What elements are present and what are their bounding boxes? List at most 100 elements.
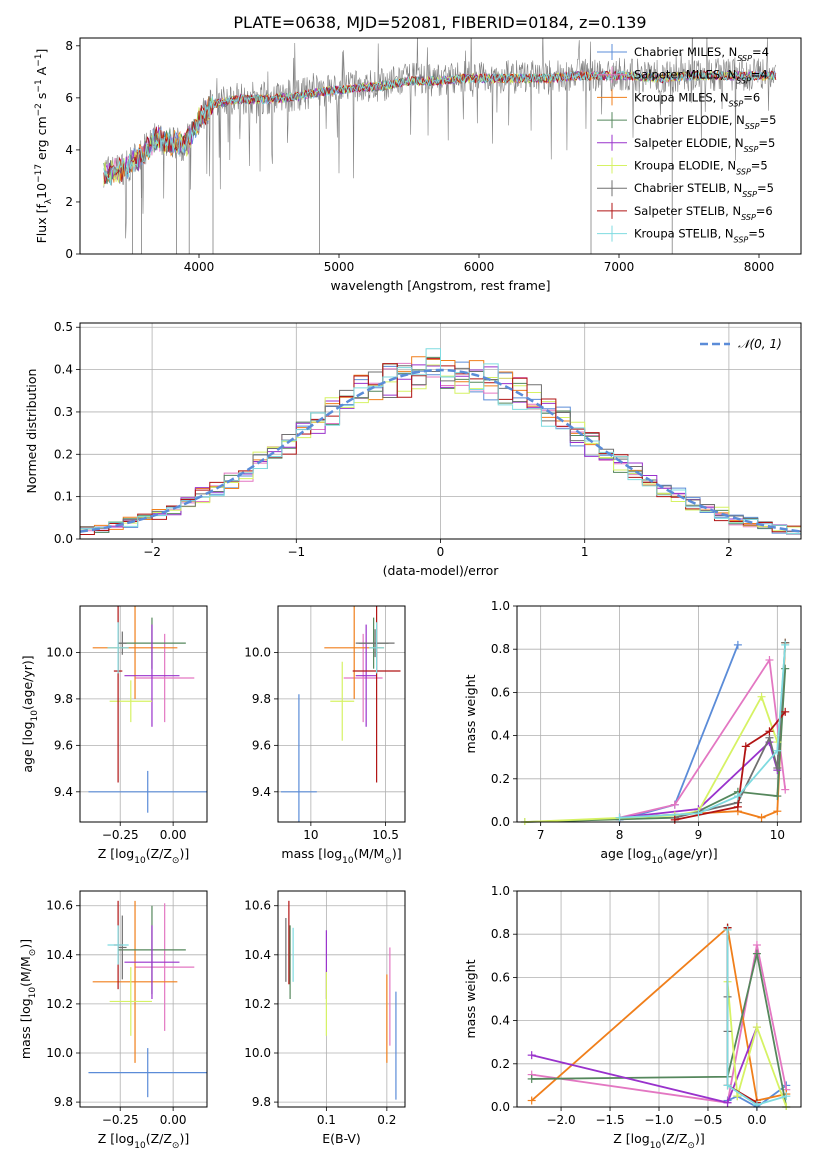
y-tick-label: 0.4	[491, 1014, 510, 1028]
x-axis-label: Z [log10(Z/Z⊙)]	[613, 1131, 704, 1151]
y-tick-label: 1.0	[491, 884, 510, 898]
x-axis-label: (data-model)/error	[383, 563, 500, 578]
axes-frame	[79, 37, 802, 255]
model-spectrum-line	[103, 69, 777, 184]
x-tick-label: 7	[537, 828, 545, 842]
y-tick-label: 0.2	[54, 447, 73, 461]
y-tick-label: 9.8	[252, 692, 271, 706]
y-axis-label: mass weight	[463, 674, 478, 753]
model-spectrum-line	[103, 70, 776, 186]
plot-area-age_vs_Z	[88, 606, 207, 813]
y-tick-label: 9.8	[54, 692, 73, 706]
weight-series-line	[619, 657, 787, 819]
y-tick-label: 4	[65, 143, 73, 157]
y-axis-label: mass weight	[463, 959, 478, 1038]
lines-weight_vs_Z	[527, 923, 791, 1110]
plots-layer: 4000 5000 6000 7000 8000 0 2 4 6 8 wavelength [Ang…	[18, 37, 802, 1151]
x-axis-label: mass [log10(M/M⊙)]	[281, 846, 401, 866]
y-tick-label: 0.1	[54, 490, 73, 504]
weight-series-line	[619, 644, 739, 821]
plot-area-weight_vs_Z	[527, 923, 791, 1110]
x-tick-label: −0.25	[102, 828, 139, 842]
x-tick-label: 1	[581, 545, 589, 559]
y-tick-label: 0.0	[491, 815, 510, 829]
y-tick-label: 10.0	[46, 645, 73, 659]
axes-weight_vs_Z: −2.0 −1.5 −1.0 −0.5 0.0 0.0 0.2 0.4 0.6 0.8 1.0 Z […	[463, 884, 802, 1151]
legend-label: Chabrier MILES, NSSP=4	[634, 45, 769, 63]
y-tick-label: 9.8	[252, 1095, 271, 1109]
x-axis-label: wavelength [Angstrom, rest frame]	[330, 278, 550, 293]
weight-series-line	[524, 668, 787, 823]
normal-curve	[80, 368, 801, 533]
y-tick-label: 10.6	[46, 899, 73, 913]
y-tick-label: 0.8	[491, 927, 510, 941]
y-tick-label: 6	[65, 91, 73, 105]
y-tick-label: 0	[65, 247, 73, 261]
axes-frame	[277, 605, 406, 823]
y-tick-label: 0.4	[491, 729, 510, 743]
y-tick-label: 9.8	[54, 1095, 73, 1109]
x-tick-label: 0	[437, 545, 445, 559]
x-tick-label: −1.0	[644, 1113, 673, 1127]
x-tick-label: 10	[770, 828, 785, 842]
plot-area-mass_vs_Z	[88, 900, 207, 1098]
x-tick-label: 0.00	[160, 828, 187, 842]
y-tick-label: 10.2	[46, 997, 73, 1011]
y-tick-label: 0.6	[491, 970, 510, 984]
weight-series-line	[531, 944, 788, 1104]
legend-label: Kroupa MILES, NSSP=6	[634, 90, 760, 108]
legend-label: Kroupa STELIB, NSSP=5	[634, 227, 765, 245]
errorbars-mass_vs_EBV	[285, 900, 397, 1100]
axes-frame	[277, 890, 406, 1108]
x-tick-label: −2	[143, 545, 161, 559]
axes-spectrum: 4000 5000 6000 7000 8000 0 2 4 6 8 wavelength [Ang…	[34, 37, 802, 293]
x-axis-label: age [log10(age/yr)]	[600, 846, 717, 866]
legend-label: Salpeter ELODIE, NSSP=5	[634, 136, 775, 154]
x-tick-label: 0.1	[317, 1113, 336, 1127]
weight-series-line	[674, 642, 787, 819]
x-tick-label: −0.25	[102, 1113, 139, 1127]
axes-mass_vs_Z: −0.25 0.00 9.8 10.0 10.2 10.4 10.6 Z [log10(Z/Z…	[18, 890, 208, 1151]
y-tick-label: 0.0	[491, 1100, 510, 1114]
y-tick-label: 9.4	[54, 785, 73, 799]
axes-frame	[516, 890, 802, 1108]
y-tick-label: 1.0	[491, 599, 510, 613]
x-tick-label: 4000	[184, 260, 215, 274]
y-tick-label: 0.4	[54, 363, 73, 377]
plot-area-spectrum	[103, 38, 777, 254]
weight-series-line	[619, 644, 787, 819]
x-tick-label: −0.5	[693, 1113, 722, 1127]
x-tick-label: 0.00	[160, 1113, 187, 1127]
y-tick-label: 10.4	[244, 948, 271, 962]
axes-mass_vs_EBV: 0.1 0.2 9.8 10.0 10.2 10.4 10.6 E(B-V)	[244, 890, 406, 1146]
y-tick-label: 9.6	[252, 738, 271, 752]
figure-title: PLATE=0638, MJD=52081, FIBERID=0184, z=0…	[233, 13, 646, 32]
x-tick-label: 8	[616, 828, 624, 842]
x-tick-label: −1	[287, 545, 305, 559]
x-tick-label: 7000	[604, 260, 635, 274]
plot-area-residuals	[80, 348, 801, 539]
axes-frame	[79, 605, 208, 823]
x-tick-label: 6000	[464, 260, 495, 274]
y-axis-label: mass [log10(M/M⊙)]	[18, 939, 38, 1059]
y-tick-label: 10.0	[244, 1046, 271, 1060]
legend-label: Chabrier ELODIE, NSSP=5	[634, 113, 776, 131]
plot-area-age_vs_mass	[280, 606, 401, 822]
y-tick-label: 10.6	[244, 899, 271, 913]
legend-label: Chabrier STELIB, NSSP=5	[634, 181, 774, 199]
axes-frame	[79, 890, 208, 1108]
lines-weight_vs_age	[520, 638, 790, 825]
x-tick-label: 9	[695, 828, 703, 842]
plot-area-mass_vs_EBV	[285, 900, 397, 1100]
x-tick-label: 2	[725, 545, 733, 559]
axes-frame	[79, 322, 802, 540]
errorbars-mass_vs_Z	[88, 900, 207, 1098]
y-tick-label: 0.2	[491, 772, 510, 786]
x-tick-label: 0.2	[377, 1113, 396, 1127]
weight-series-line	[727, 1084, 787, 1109]
y-tick-label: 0.0	[54, 532, 73, 546]
weight-series-line	[524, 694, 779, 823]
legend-label: Kroupa ELODIE, NSSP=5	[634, 159, 768, 177]
x-axis-label: E(B-V)	[322, 1131, 361, 1146]
